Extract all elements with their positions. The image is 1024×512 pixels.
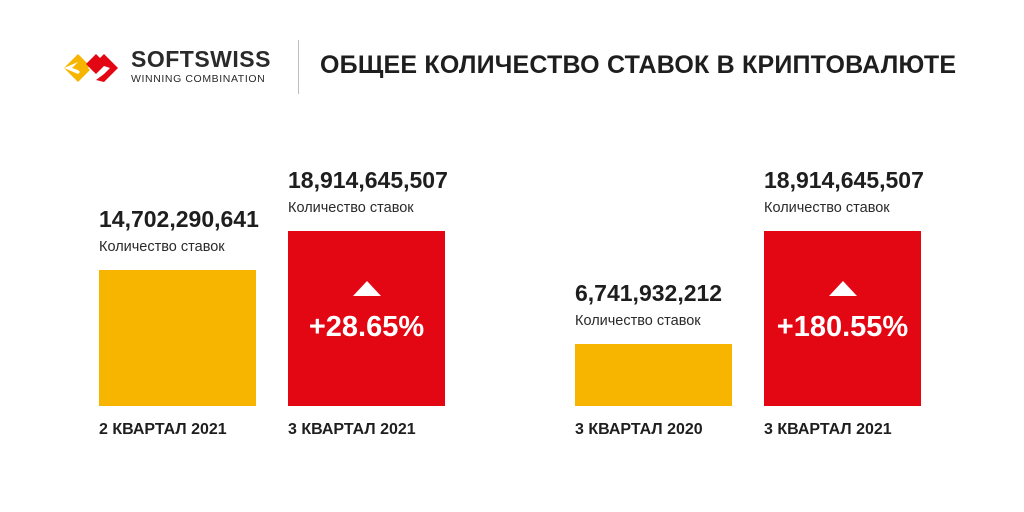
brand-name: SOFTSWISS [131,46,271,72]
bar-previous [575,344,732,406]
unit-label: Количество ставок [288,200,414,216]
category-label: 3 КВАРТАЛ 2021 [288,421,416,438]
change-label: +180.55% [776,311,909,343]
bar-current [764,231,921,406]
softswiss-logo: SOFTSWISS WINNING COMBINATION [60,44,275,92]
brand-tagline: WINNING COMBINATION [131,73,266,85]
value-label: 6,741,932,212 [575,280,723,306]
change-label: +28.65% [308,311,425,343]
unit-label: Количество ставок [575,313,701,329]
value-label: 18,914,645,507 [288,167,448,193]
category-label: 2 КВАРТАЛ 2021 [99,421,227,438]
up-arrow-icon [828,281,857,296]
up-arrow-icon [352,281,381,296]
page-title: ОБЩЕЕ КОЛИЧЕСТВО СТАВОК В КРИПТОВАЛЮТЕ [320,51,957,79]
value-label: 14,702,290,641 [99,206,259,232]
unit-label: Количество ставок [764,200,890,216]
softswiss-logo-icon [64,54,118,82]
header-divider [298,40,299,94]
value-label: 18,914,645,507 [764,167,924,193]
bar-current [288,231,445,406]
bar-previous [99,270,256,406]
category-label: 3 КВАРТАЛ 2020 [575,421,703,438]
category-label: 3 КВАРТАЛ 2021 [764,421,892,438]
unit-label: Количество ставок [99,239,225,255]
